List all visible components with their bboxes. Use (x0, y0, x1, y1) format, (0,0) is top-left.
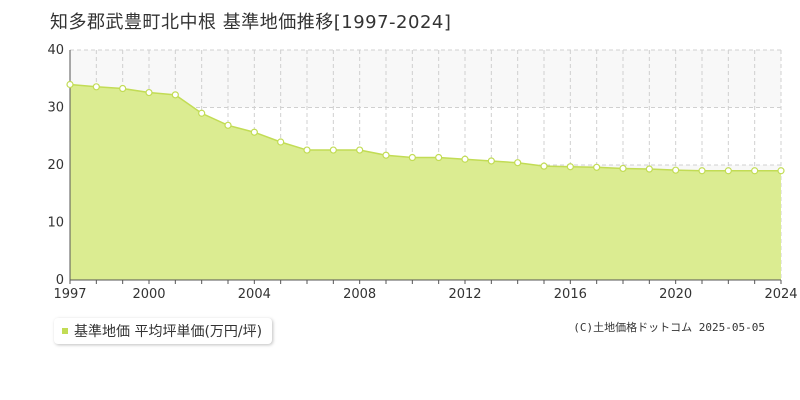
data-point (303, 146, 311, 154)
data-point (487, 157, 495, 165)
data-point (514, 159, 522, 167)
data-point (356, 146, 364, 154)
data-point (593, 163, 601, 171)
data-point (777, 167, 785, 175)
data-point (224, 121, 232, 129)
x-tick-label: 1997 (53, 287, 86, 302)
x-tick-label: 2004 (238, 287, 271, 302)
data-point (435, 153, 443, 162)
x-tick-label: 2024 (764, 287, 797, 302)
data-point (619, 164, 627, 173)
copyright-credit: (C)土地価格ドットコム 2025-05-05 (573, 321, 765, 334)
data-point (250, 128, 258, 136)
data-point (461, 155, 469, 163)
data-point (171, 91, 179, 99)
data-point (198, 109, 206, 117)
data-point (408, 153, 416, 162)
data-point (672, 166, 680, 174)
data-point (382, 151, 390, 159)
data-point (329, 146, 337, 154)
x-tick-label: 2000 (132, 287, 165, 302)
y-tick-label: 10 (47, 216, 64, 231)
data-point (92, 83, 100, 91)
y-tick-label: 0 (56, 273, 64, 288)
data-point (277, 138, 285, 146)
x-tick-label: 2020 (659, 287, 692, 302)
data-point (751, 167, 759, 175)
data-point (566, 163, 574, 171)
data-point (724, 167, 732, 175)
legend-swatch (62, 328, 68, 334)
data-point (698, 167, 706, 175)
grid-band (70, 50, 781, 108)
series-area (70, 84, 781, 280)
data-point (645, 165, 653, 173)
series-line (69, 83, 781, 172)
data-point (119, 84, 127, 93)
y-tick-label: 30 (47, 101, 64, 116)
data-point (145, 88, 153, 97)
chart-title: 知多郡武豊町北中根 基準地価推移[1997-2024] (50, 12, 452, 33)
y-tick-label: 20 (47, 158, 64, 173)
legend: 基準地価 平均坪単価(万円/坪) (54, 318, 273, 344)
y-tick-label: 40 (47, 43, 64, 58)
data-point (66, 80, 74, 89)
data-point (540, 162, 548, 170)
x-tick-label: 2012 (448, 287, 481, 302)
legend-label: 基準地価 平均坪単価(万円/坪) (74, 324, 263, 340)
x-tick-label: 2008 (343, 287, 376, 302)
x-tick-label: 2016 (554, 287, 587, 302)
